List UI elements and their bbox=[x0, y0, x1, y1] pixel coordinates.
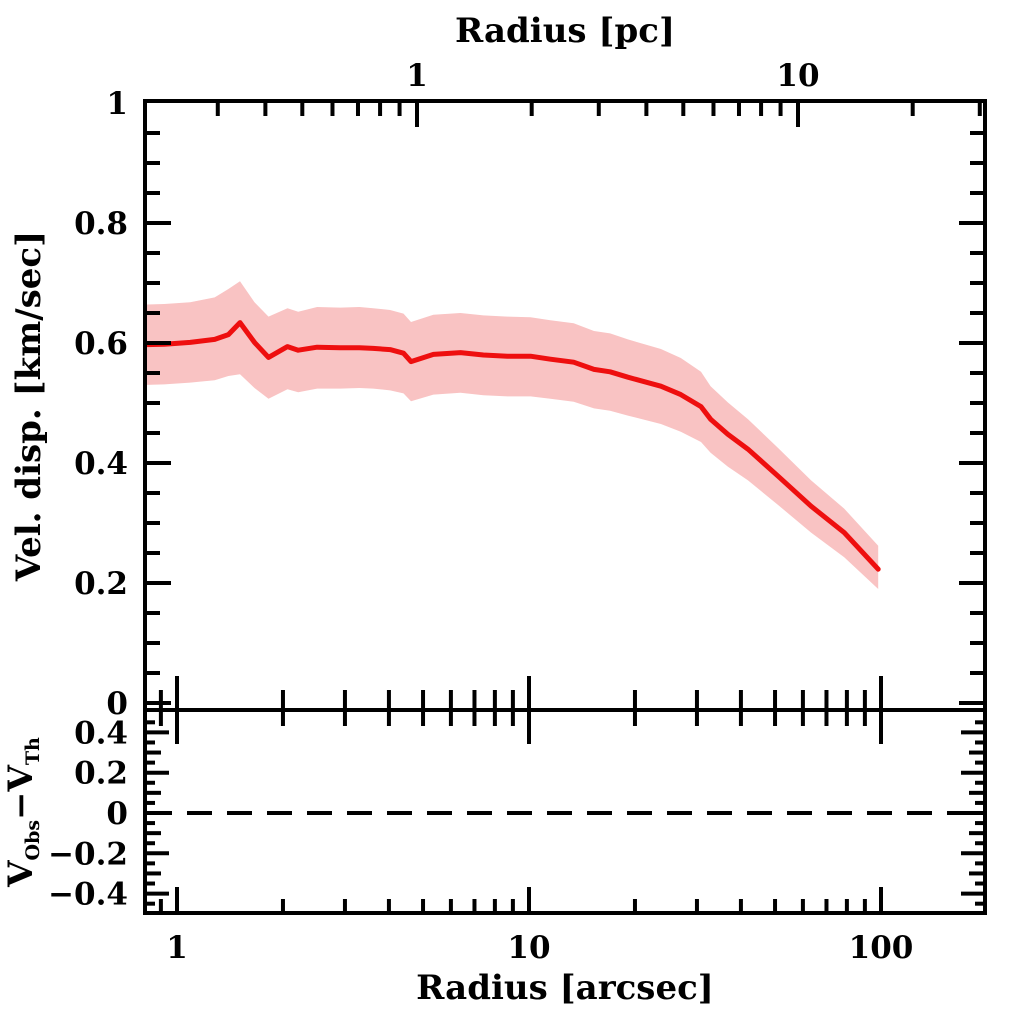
main-y-tick-label: 0.8 bbox=[74, 206, 128, 242]
top-x-tick-label: 1 bbox=[406, 58, 428, 94]
residual-y-tick-label: −0.4 bbox=[48, 877, 128, 913]
residual-y-tick-label: 0 bbox=[106, 796, 128, 832]
residual-ylabel-text: −V bbox=[1, 764, 41, 819]
top-axis-title: Radius [pc] bbox=[455, 11, 675, 51]
residual-y-tick-label: 0.2 bbox=[74, 756, 128, 792]
main-y-tick-label: 0.2 bbox=[74, 566, 128, 602]
confidence-band bbox=[147, 281, 879, 589]
axis-ticks bbox=[147, 103, 983, 911]
main-y-tick-label: 1 bbox=[106, 86, 128, 122]
bottom-x-tick-label: 10 bbox=[507, 930, 550, 966]
residual-ylabel-subscript: Obs bbox=[22, 820, 44, 861]
main-y-tick-label: 0.6 bbox=[74, 326, 128, 362]
bottom-x-tick-label: 1 bbox=[166, 930, 188, 966]
main-y-tick-label: 0 bbox=[106, 686, 128, 722]
residual-ylabel-text: V bbox=[1, 860, 41, 888]
residual-y-axis-title: VObs−VTh bbox=[1, 737, 44, 888]
profile-line-layer bbox=[147, 320, 881, 572]
residual-y-tick-label: 0.4 bbox=[74, 715, 128, 751]
main-y-axis-title: Vel. disp. [km/sec] bbox=[9, 231, 49, 582]
bottom-axis-title: Radius [arcsec] bbox=[416, 968, 714, 1008]
top-x-tick-label: 10 bbox=[776, 58, 819, 94]
velocity-dispersion-line bbox=[147, 320, 881, 572]
bottom-x-tick-label: 100 bbox=[849, 930, 914, 966]
residual-ylabel-subscript: Th bbox=[22, 737, 44, 765]
main-y-tick-label: 0.4 bbox=[74, 446, 128, 482]
confidence-band-layer bbox=[147, 281, 879, 589]
residual-y-tick-label: −0.2 bbox=[48, 836, 128, 872]
residual-panel-frame bbox=[143, 708, 987, 915]
